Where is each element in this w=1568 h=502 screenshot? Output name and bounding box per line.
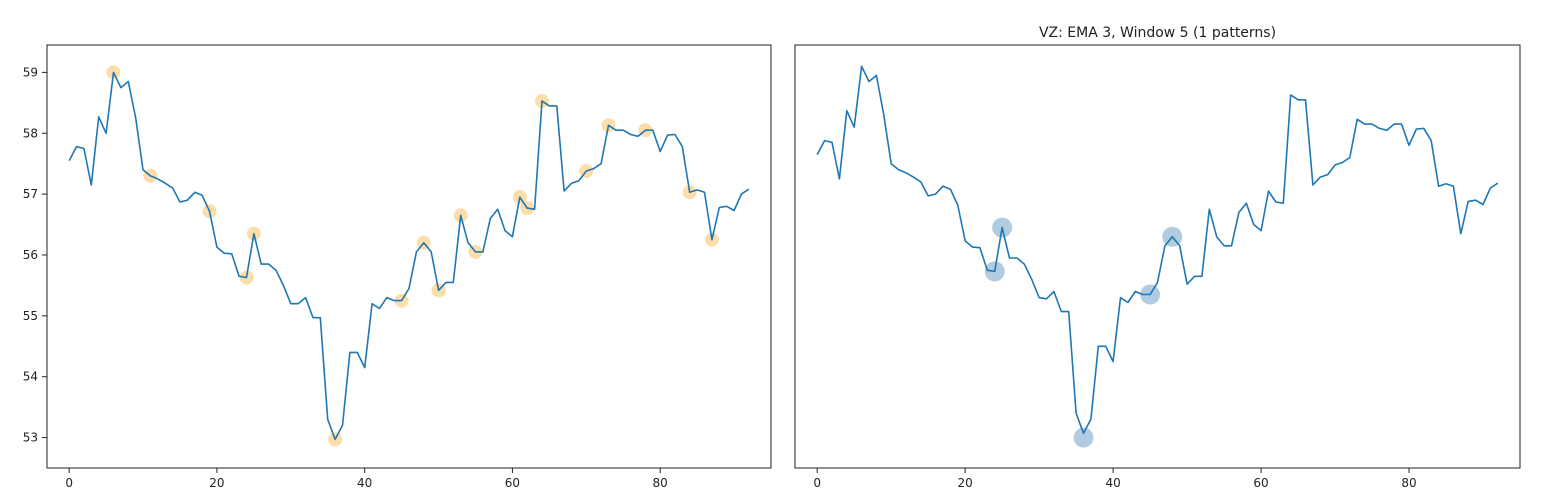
axes-frame xyxy=(46,44,772,469)
y-tick-label: 53 xyxy=(23,431,38,445)
pattern-marker xyxy=(1073,427,1094,448)
left-chart-panel: 0 20 40 60 80 53 54 55 56 57 58 59 xyxy=(23,44,772,490)
y-tick-label: 56 xyxy=(23,248,38,262)
x-tick-label: 40 xyxy=(357,476,372,490)
x-tick-label: 80 xyxy=(653,476,668,490)
y-tick-label: 55 xyxy=(23,309,38,323)
price-line xyxy=(68,71,750,441)
y-tick-label: 57 xyxy=(23,187,38,201)
x-tick-label: 80 xyxy=(1401,476,1416,490)
x-tick-label: 20 xyxy=(209,476,224,490)
y-tick-label: 59 xyxy=(23,65,38,79)
x-tick-label: 60 xyxy=(505,476,520,490)
x-tick-label: 0 xyxy=(813,476,821,490)
x-tick-label: 20 xyxy=(958,476,973,490)
y-tick-label: 58 xyxy=(23,126,38,140)
chart-title: VZ: EMA 3, Window 5 (1 patterns) xyxy=(1039,25,1276,41)
x-tick-label: 60 xyxy=(1253,476,1268,490)
x-tick-label: 40 xyxy=(1105,476,1120,490)
x-tick-label: 0 xyxy=(65,476,73,490)
right-chart-panel: VZ: EMA 3, Window 5 (1 patterns) 0 20 40 60 8… xyxy=(794,25,1521,490)
y-tick-label: 54 xyxy=(23,370,38,384)
axes-frame xyxy=(794,44,1521,469)
price-line xyxy=(816,65,1499,435)
